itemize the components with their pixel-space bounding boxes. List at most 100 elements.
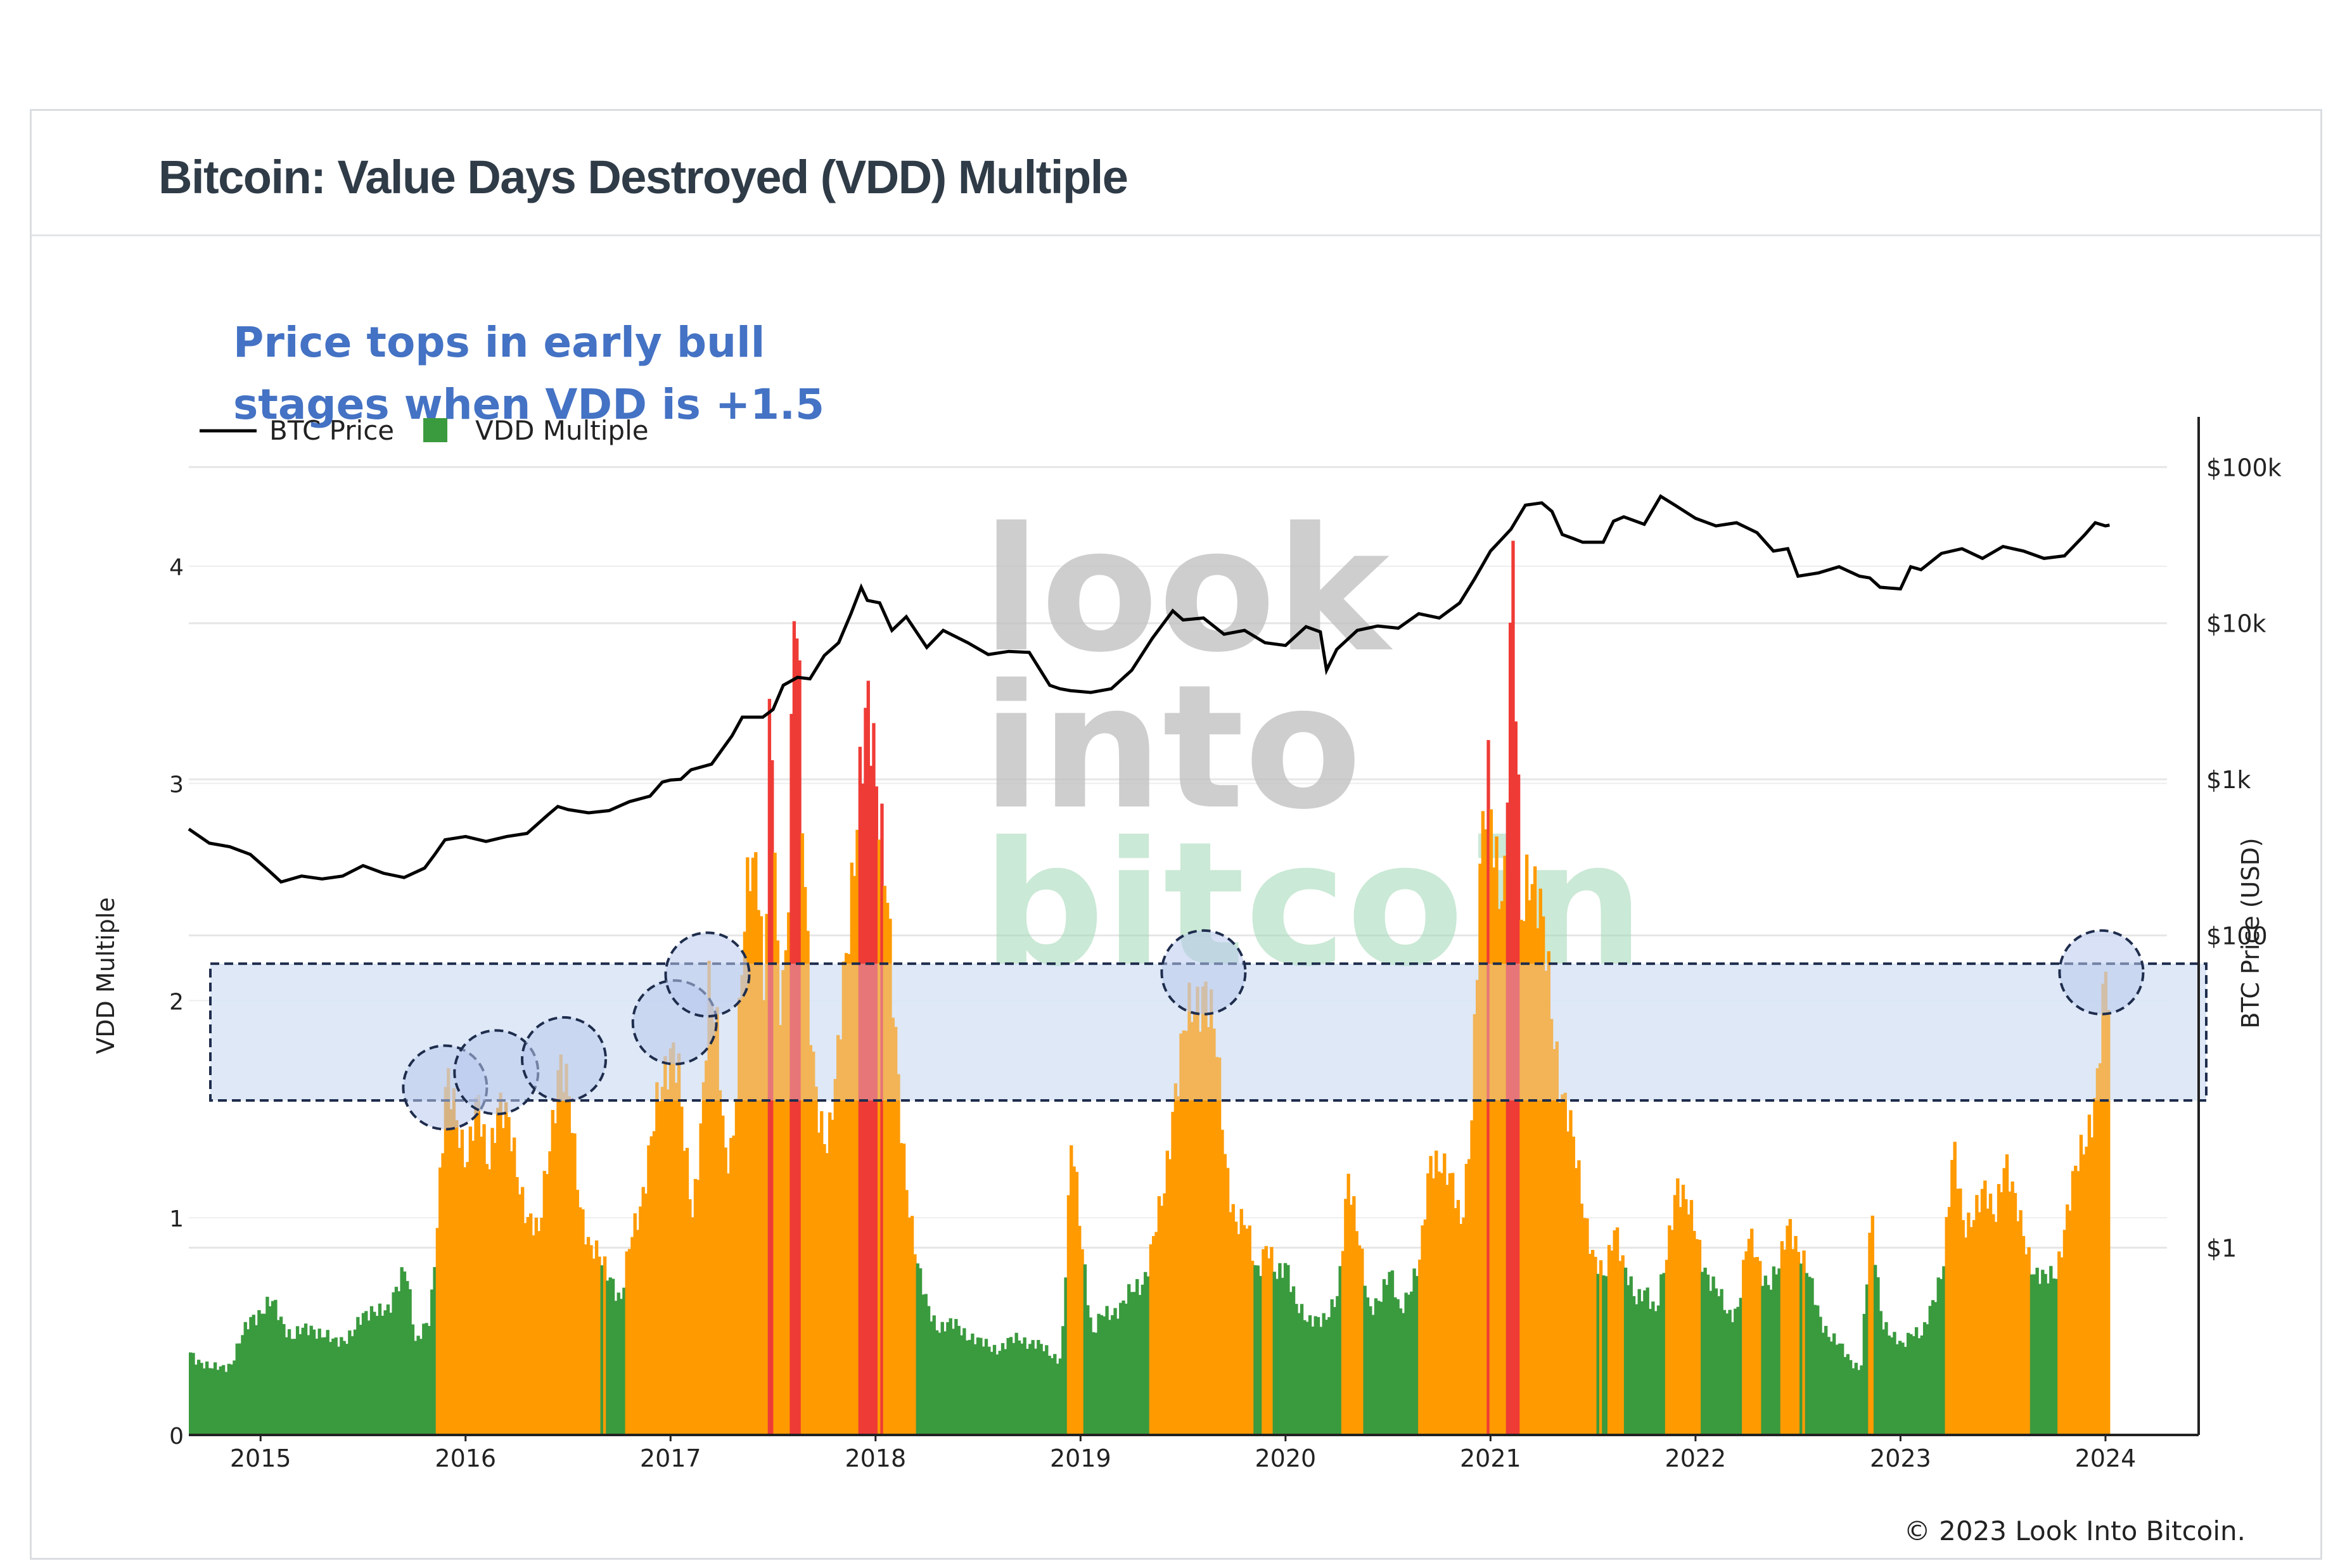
- vdd-bar: [1868, 1232, 1872, 1435]
- vdd-bar: [447, 1068, 451, 1435]
- vdd-bar: [356, 1316, 360, 1435]
- vdd-bar: [394, 1287, 399, 1435]
- vdd-bar: [1454, 1208, 1457, 1435]
- vdd-bar: [1676, 1178, 1680, 1435]
- vdd-bar: [556, 1070, 560, 1435]
- vdd-bar: [1305, 1322, 1309, 1435]
- annotation-line-2: stages when VDD is +1.5: [233, 380, 824, 429]
- vdd-bar: [254, 1325, 259, 1435]
- vdd-bar: [1621, 1255, 1625, 1435]
- vdd-bar: [513, 1137, 516, 1435]
- vdd-bar: [754, 852, 758, 1435]
- vdd-bar: [1168, 1159, 1172, 1435]
- vdd-bar: [841, 961, 846, 1435]
- vdd-bar: [1402, 1313, 1405, 1435]
- vdd-bar: [1080, 1249, 1084, 1435]
- vdd-bar: [660, 1087, 665, 1435]
- vdd-bar: [507, 1117, 511, 1435]
- vdd-bar: [864, 708, 867, 1435]
- vdd-bar: [1215, 1057, 1218, 1435]
- vdd-bar: [474, 1097, 478, 1435]
- vdd-bar: [831, 1119, 834, 1435]
- vdd-bar: [1039, 1344, 1043, 1435]
- vdd-bar: [402, 1271, 407, 1435]
- vdd-bar: [298, 1334, 302, 1435]
- vdd-bar: [2068, 1210, 2072, 1435]
- vdd-bar: [1514, 721, 1518, 1435]
- vdd-bar: [812, 1051, 815, 1435]
- vdd-bar: [833, 1079, 838, 1435]
- vdd-bar: [1939, 1278, 1943, 1435]
- vdd-bar: [1509, 622, 1512, 1435]
- vdd-bar: [1767, 1285, 1770, 1435]
- vdd-bar: [1000, 1343, 1005, 1435]
- vdd-bar: [1860, 1365, 1863, 1435]
- vdd-bar: [2060, 1257, 2064, 1435]
- vdd-bar: [622, 1287, 626, 1435]
- vdd-bar: [1390, 1270, 1395, 1435]
- vdd-bar: [1997, 1183, 2001, 1435]
- vdd-bar: [773, 852, 777, 1435]
- highlight-circle: [1160, 929, 1247, 1016]
- vdd-bar: [619, 1299, 623, 1435]
- vdd-bar: [323, 1337, 327, 1435]
- vdd-bar: [200, 1363, 203, 1435]
- vdd-bar: [268, 1306, 272, 1435]
- vdd-bar: [1464, 1164, 1469, 1435]
- vdd-bar: [567, 1096, 571, 1435]
- vdd-bar: [1964, 1237, 1968, 1435]
- vdd-bar: [1895, 1344, 1899, 1435]
- vdd-bar: [1917, 1338, 1921, 1435]
- vdd-bar: [331, 1338, 335, 1435]
- vdd-bar: [968, 1339, 972, 1435]
- legend-vdd-label[interactable]: VDD Multiple: [475, 415, 649, 446]
- vdd-bar: [471, 1140, 475, 1435]
- vdd-bar: [1827, 1337, 1831, 1435]
- vdd-bar: [1272, 1272, 1276, 1435]
- vdd-bar: [457, 1147, 461, 1435]
- vdd-bar: [765, 914, 769, 1435]
- vdd-bar: [1201, 986, 1205, 1435]
- vdd-bar: [1078, 1225, 1082, 1435]
- vdd-bar: [710, 1003, 714, 1435]
- legend-price-label[interactable]: BTC Price: [269, 415, 394, 446]
- vdd-bar: [1517, 774, 1521, 1435]
- vdd-bar: [353, 1329, 357, 1435]
- vdd-bar: [1763, 1275, 1768, 1435]
- vdd-bar: [1637, 1289, 1641, 1435]
- vdd-bar: [817, 1132, 821, 1435]
- vdd-bar: [1901, 1342, 1905, 1435]
- vdd-bar: [1590, 1249, 1595, 1435]
- vdd-bar: [1006, 1337, 1010, 1435]
- vdd-bar: [373, 1311, 376, 1435]
- vdd-bar: [611, 1278, 615, 1435]
- vdd-bar: [926, 1306, 931, 1435]
- vdd-bar: [1204, 981, 1208, 1435]
- vdd-bar: [1473, 1014, 1477, 1435]
- vdd-bar: [932, 1315, 936, 1435]
- vdd-bar: [872, 723, 876, 1435]
- vdd-bar: [1912, 1336, 1915, 1435]
- vdd-bar: [1758, 1261, 1762, 1435]
- vdd-bar: [389, 1313, 393, 1435]
- vdd-bar: [1816, 1305, 1820, 1435]
- vdd-bar: [1058, 1358, 1063, 1435]
- vdd-bar: [425, 1323, 428, 1435]
- vdd-bar: [1497, 908, 1502, 1435]
- vdd-bar: [1813, 1304, 1817, 1435]
- vdd-bar: [798, 660, 802, 1435]
- vdd-bar: [1662, 1273, 1666, 1435]
- vdd-bar: [940, 1322, 944, 1435]
- vdd-bar: [216, 1370, 220, 1435]
- vdd-bar: [1747, 1239, 1751, 1435]
- y-tick-label: 2: [169, 989, 184, 1015]
- vdd-bar: [2093, 1097, 2097, 1435]
- vdd-bar: [1407, 1294, 1411, 1435]
- vdd-bar: [600, 1265, 604, 1435]
- vdd-bar: [1975, 1195, 1979, 1435]
- y-tick-label: 0: [169, 1424, 184, 1450]
- vdd-bar: [1451, 1173, 1455, 1435]
- vdd-bar: [1549, 1019, 1554, 1435]
- vdd-bar: [1994, 1221, 1998, 1435]
- vdd-bar: [1369, 1306, 1372, 1435]
